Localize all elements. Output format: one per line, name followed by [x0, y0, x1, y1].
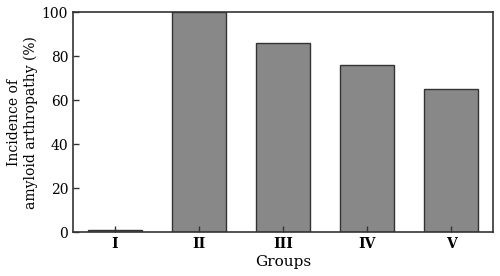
Bar: [256, 43, 310, 232]
Y-axis label: Incidence of
amyloid arthropathy (%): Incidence of amyloid arthropathy (%): [7, 36, 38, 209]
Bar: [424, 89, 478, 232]
Bar: [172, 12, 226, 232]
Bar: [88, 230, 142, 232]
X-axis label: Groups: Groups: [255, 255, 311, 269]
Bar: [340, 65, 394, 232]
